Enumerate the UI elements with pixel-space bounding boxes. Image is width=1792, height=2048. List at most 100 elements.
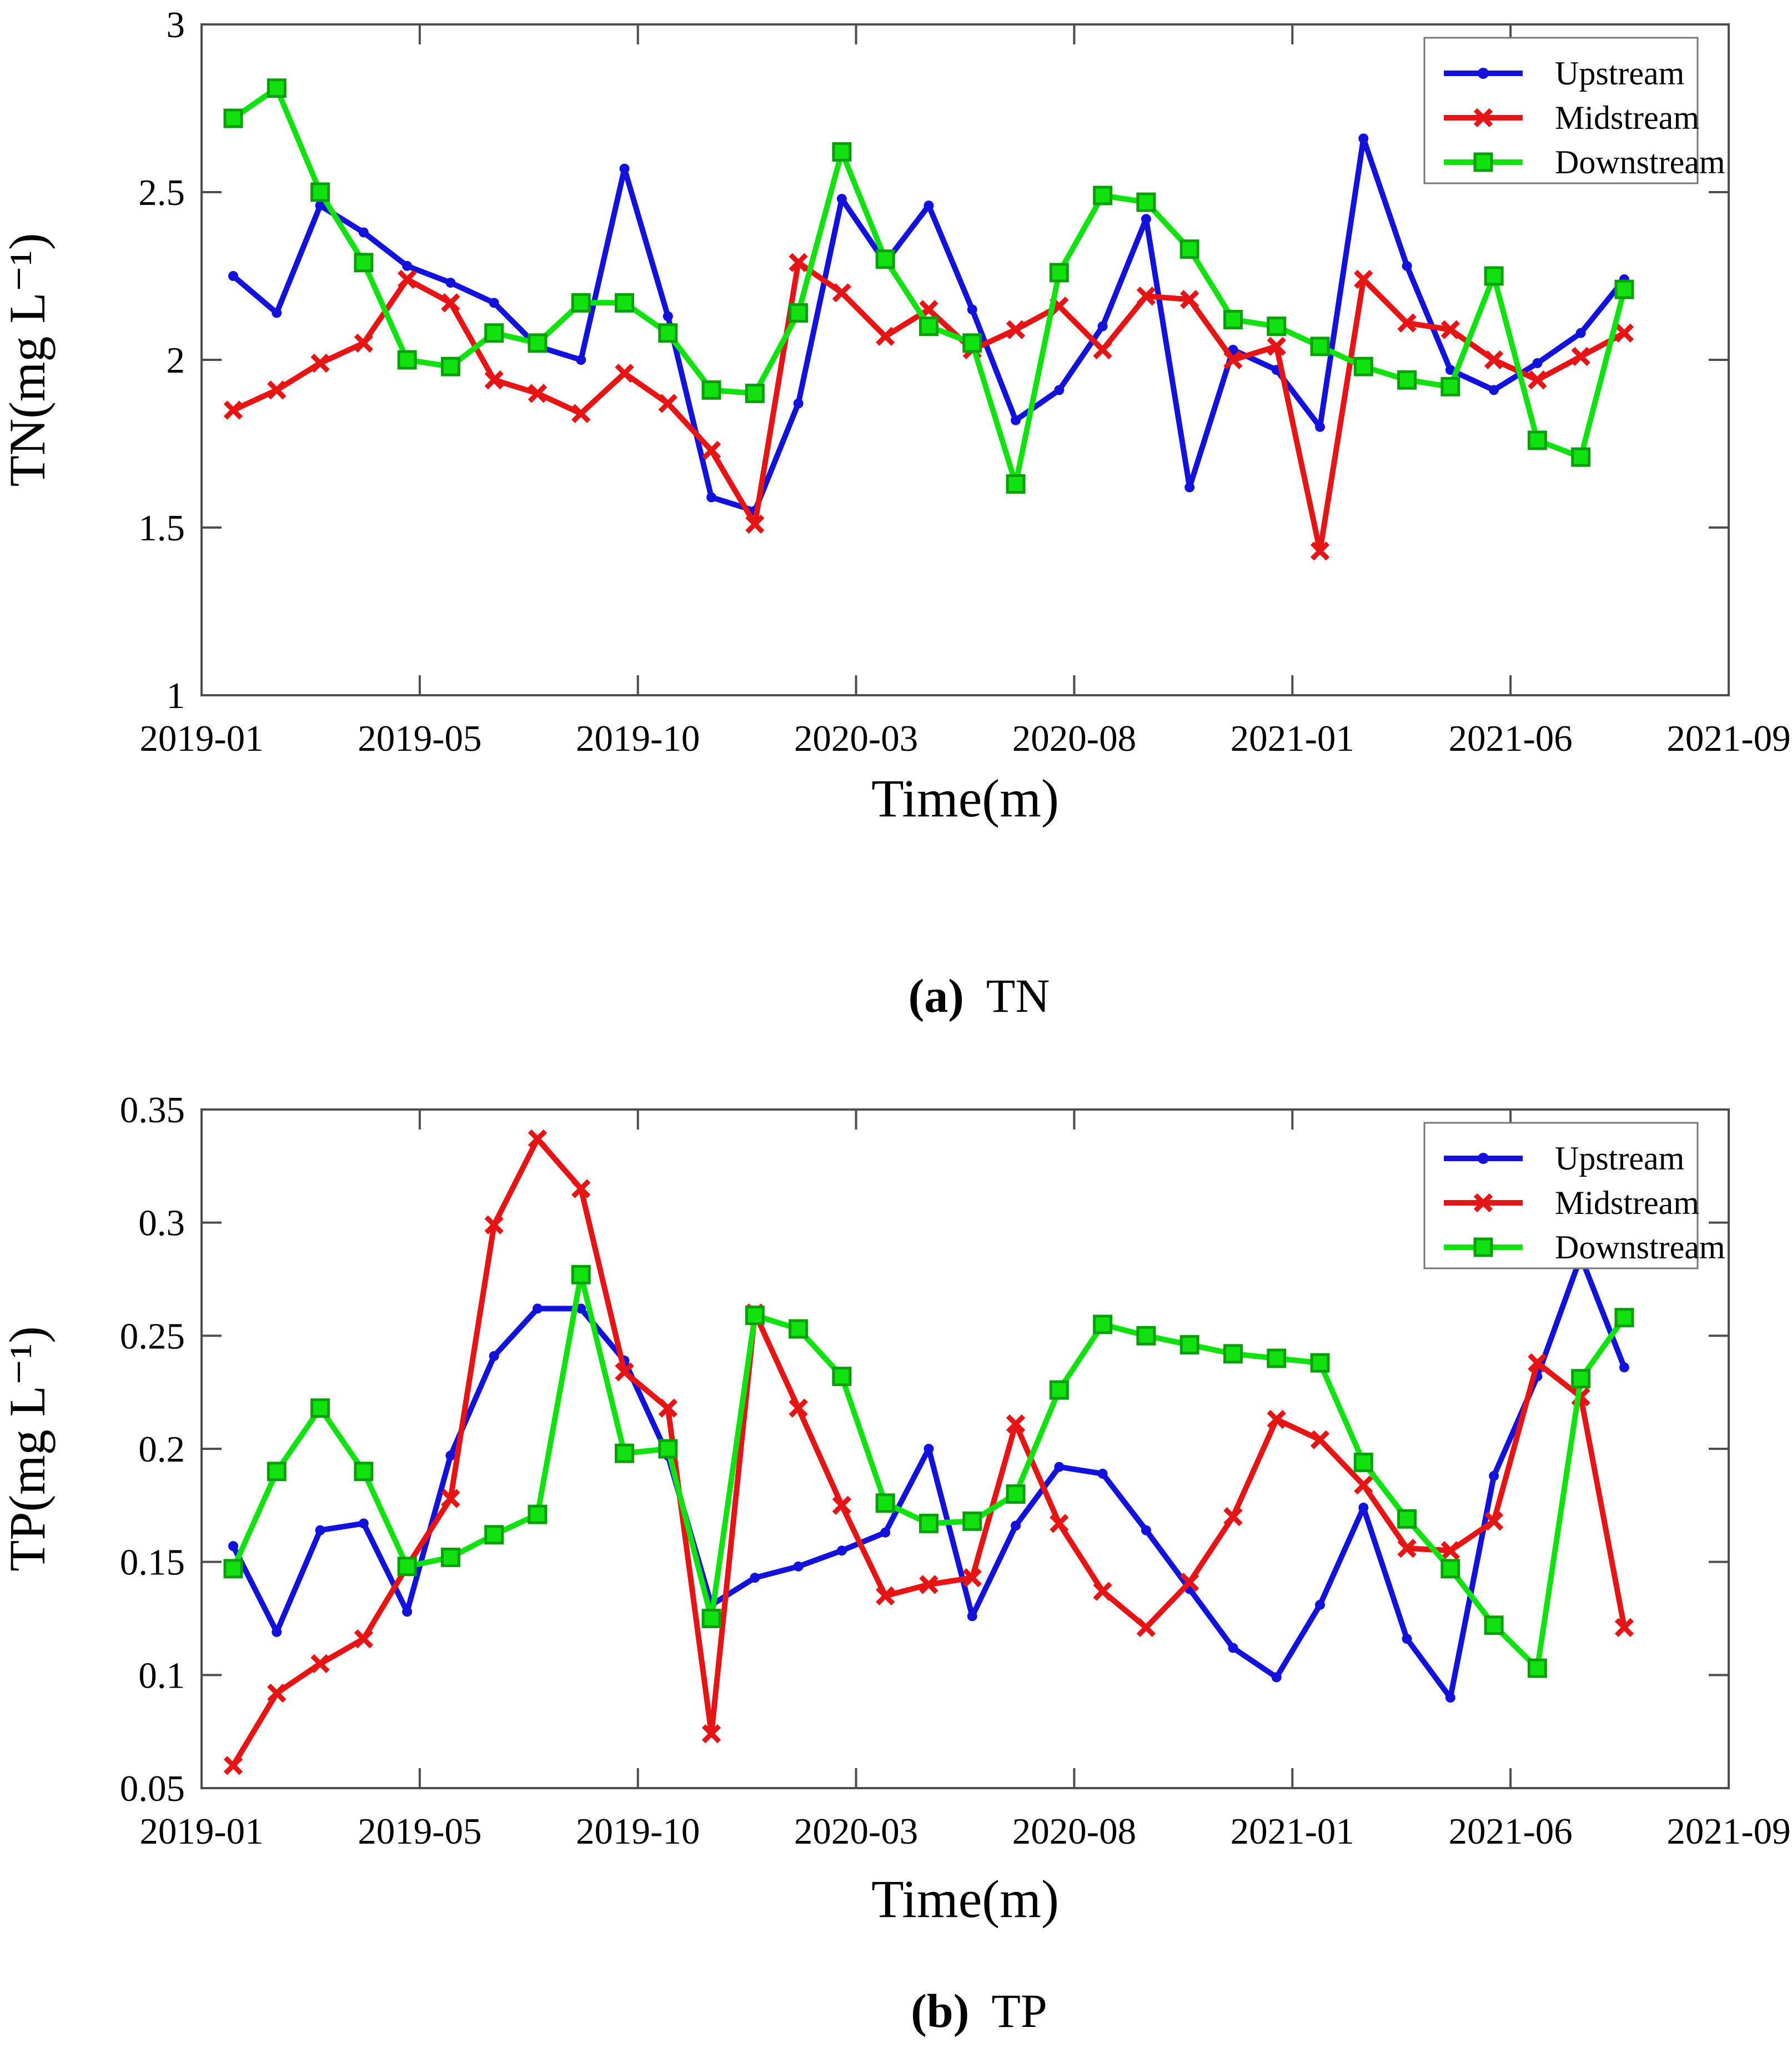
marker-x (1136, 287, 1156, 306)
marker-dot (923, 1444, 934, 1454)
marker-square (571, 293, 591, 313)
marker-dot (445, 1450, 456, 1461)
tp-caption-marker: (b) (911, 1984, 969, 2037)
marker-dot (489, 298, 499, 308)
tn-plot: 2019-01 2019-05 2019-10 2020-03 2020-08 2021-… (138, 4, 1790, 759)
tn-caption-marker: (a) (908, 969, 964, 1022)
marker-dot (1532, 358, 1543, 369)
y-tick-label: 0.25 (120, 1316, 185, 1357)
tn-legend-midstream-label: Midstream (1555, 99, 1699, 136)
marker-square (1397, 1509, 1417, 1529)
y-tick-label: 0.05 (120, 1768, 185, 1809)
marker-x (1179, 1573, 1199, 1592)
marker-x (1614, 323, 1634, 343)
marker-x (571, 404, 591, 423)
tp-legend-midstream-label: Midstream (1555, 1184, 1699, 1221)
marker-dot (1141, 1525, 1151, 1535)
tp-legend-downstream-square-icon (1473, 1237, 1493, 1257)
marker-square (223, 1559, 243, 1579)
marker-dot (272, 308, 282, 318)
marker-x (876, 327, 895, 346)
marker-x (1136, 1618, 1156, 1637)
marker-x (1006, 1414, 1026, 1434)
y-tick-label: 2 (167, 340, 185, 381)
marker-dot (750, 1573, 760, 1583)
marker-square (1093, 185, 1113, 205)
marker-square (832, 142, 852, 162)
marker-square (1136, 1326, 1156, 1346)
marker-x (1440, 320, 1460, 339)
y-tick-label: 0.1 (138, 1655, 185, 1696)
y-tick-label: 0.2 (138, 1429, 185, 1470)
series-markers-midstream (223, 1129, 1634, 1775)
marker-square (1136, 192, 1156, 212)
marker-square (1571, 1369, 1591, 1389)
marker-x (223, 1756, 243, 1775)
marker-square (1353, 1452, 1373, 1472)
marker-square (918, 1513, 938, 1533)
marker-dot (1402, 1634, 1412, 1644)
marker-square (1310, 1353, 1330, 1373)
marker-square (267, 1462, 287, 1482)
marker-x (1310, 1430, 1330, 1449)
marker-dot (358, 1518, 369, 1529)
marker-x (310, 353, 330, 373)
marker-dot (445, 278, 456, 288)
series-line-downstream (230, 1272, 1627, 1671)
marker-square (1614, 1308, 1634, 1328)
marker-x (1397, 313, 1417, 333)
marker-square (354, 1462, 374, 1482)
marker-square (1397, 370, 1417, 390)
marker-x (571, 1179, 591, 1198)
marker-square (1440, 1559, 1460, 1579)
x-tick-label: 2021-06 (1448, 1811, 1572, 1852)
marker-dot (967, 1611, 977, 1622)
marker-dot (272, 1627, 282, 1637)
tp-x-axis-label: Time(m) (871, 1869, 1059, 1929)
x-tick-label: 2021-01 (1231, 718, 1354, 759)
tp-legend-box (1423, 1122, 1699, 1269)
x-tick-label: 2020-08 (1012, 718, 1136, 759)
marker-dot (402, 260, 413, 271)
series-markers-upstream (228, 1251, 1629, 1703)
marker-square (875, 249, 895, 269)
marker-square (1267, 1348, 1287, 1368)
tp-caption-label: TP (991, 1984, 1047, 2037)
marker-dot (358, 227, 369, 238)
tp-legend: Upstream Midstream Downstream (1423, 1122, 1725, 1269)
marker-dot (1445, 1693, 1455, 1703)
tn-legend-box (1423, 37, 1699, 184)
marker-x (223, 400, 243, 420)
x-tick-label: 2020-03 (794, 718, 918, 759)
marker-x (1093, 1582, 1112, 1601)
marker-dot (576, 1303, 586, 1314)
series-line-midstream (230, 259, 1627, 554)
marker-dot (1402, 260, 1412, 271)
marker-x (441, 1489, 460, 1508)
marker-dot (1184, 482, 1195, 493)
marker-dot (1011, 415, 1021, 425)
plots-layer: 2019-01 2019-05 2019-10 2020-03 2020-08 2021-… (120, 4, 1791, 1852)
marker-square (1571, 447, 1591, 467)
marker-x (832, 283, 852, 303)
marker-x (1571, 347, 1590, 367)
marker-square (615, 1443, 635, 1463)
marker-x (528, 384, 548, 403)
tp-plot: 2019-01 2019-05 2019-10 2020-03 2020-08 2021-… (120, 1090, 1791, 1852)
marker-square (484, 1525, 504, 1545)
marker-dot (967, 304, 977, 315)
series-line-upstream (230, 1253, 1627, 1701)
marker-square (310, 182, 330, 202)
marker-square (1527, 430, 1547, 450)
x-tick-label: 2021-09 (1666, 718, 1790, 759)
marker-dot (662, 311, 673, 322)
marker-x (789, 253, 808, 273)
x-tick-label: 2019-01 (139, 1811, 263, 1852)
tp-legend-downstream-label: Downstream (1555, 1229, 1725, 1266)
tn-x-axis-label: Time(m) (871, 769, 1059, 828)
marker-square (875, 1493, 895, 1513)
marker-x (1528, 1353, 1547, 1373)
marker-square (440, 1548, 460, 1568)
marker-square (1049, 1380, 1069, 1400)
marker-x (484, 370, 504, 390)
